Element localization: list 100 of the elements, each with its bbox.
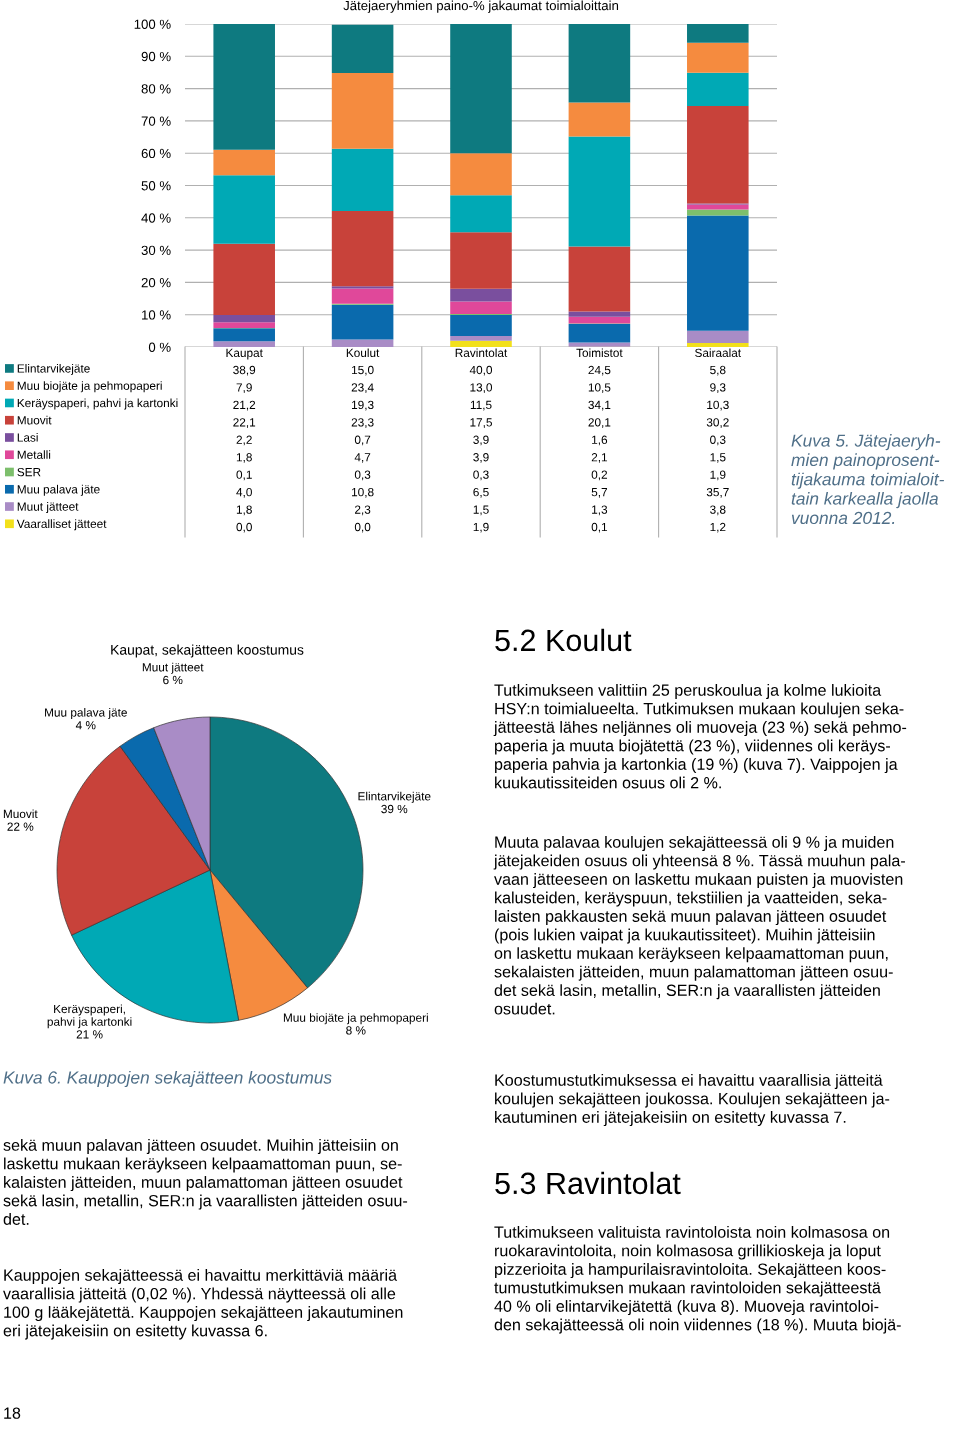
- data-label: 21 %: [76, 1030, 103, 1039]
- data-label: 0,3: [473, 470, 489, 481]
- data-label: 22 %: [7, 822, 34, 831]
- data-label: 38,9: [233, 365, 256, 376]
- slice-label: Muu palava jäte: [45, 707, 127, 719]
- data-label: 0,0: [354, 522, 371, 533]
- x-tick-label: Sairaalat: [695, 348, 742, 358]
- data-label: 17,5: [470, 418, 492, 428]
- data-label: 6,5: [473, 487, 489, 498]
- legend-label: Lasi: [17, 433, 38, 442]
- slice-label: Elintarvikejäte: [358, 791, 431, 803]
- data-label: 7,9: [236, 383, 252, 394]
- data-label: 5,8: [710, 365, 726, 376]
- y-tick-label: 100 %: [134, 19, 171, 29]
- data-label: 0,1: [591, 522, 608, 533]
- text: Kauppojen sekajätteessä ei havaittu merkittäviä määriä vaarallisia jätteitä (0,02 %). Yhdessä näytteessä oli alle 100 g lääkejätettä. Kauppojen sekajätteen jakautuminen eri jätejakeisiin on esitetty kuvassa 6.: [3, 1269, 403, 1340]
- data-label: 22,1: [233, 418, 256, 428]
- y-tick-label: 40 %: [141, 213, 171, 223]
- data-label: 0,7: [354, 435, 371, 446]
- legend-label: Muu palava jäte: [17, 484, 100, 496]
- slice-label: Muu biojäte ja pehmopaperi: [283, 1013, 428, 1025]
- data-label: 10,8: [352, 487, 374, 498]
- data-label: 1,5: [710, 453, 726, 463]
- data-label: 2,3: [354, 505, 371, 516]
- data-label: 5,7: [591, 488, 608, 498]
- chart-title: Jätejaeryhmien paino-% jakaumat toimialoittain: [343, 0, 619, 13]
- data-label: 9,3: [710, 383, 726, 394]
- x-tick-label: Kaupat: [226, 348, 263, 360]
- data-label: 23,3: [351, 418, 374, 428]
- text: Koostumustutkimuksessa ei havaittu vaarallisia jätteitä koulujen sekajätteen joukossa. Koulujen sekajätteen ja- kautuminen eri jätejakeisiin on esitetty kuvassa 7.: [495, 1074, 890, 1127]
- slice-label: Muovit: [3, 809, 38, 819]
- legend-label: Vaaralliset jätteet: [16, 519, 107, 531]
- data-label: 24,5: [588, 365, 611, 376]
- legend-label: SER: [17, 467, 41, 477]
- data-label: 1,2: [710, 522, 726, 533]
- data-label: 0,3: [710, 435, 726, 446]
- data-label: 1,6: [592, 435, 608, 446]
- y-tick-label: 60 %: [141, 148, 171, 159]
- data-label: 0,3: [354, 470, 371, 481]
- data-label: 3,9: [473, 453, 489, 463]
- data-label: 4,7: [354, 453, 371, 463]
- data-label: 4,0: [236, 487, 252, 498]
- data-label: 30,2: [706, 418, 729, 428]
- text: 18: [4, 1407, 21, 1419]
- data-label: 1,9: [710, 470, 726, 481]
- text: Tutkimukseen valituista ravintoloista noin kolmasosa on ruokaravintoloita, noin kolmasosa grillikioskeja ja loput pizzerioita ja hampurilaisravintoloita. Sekajätteen koos- tumustutkimuksen mukaan ravintoloiden sekajätteestä 40 % oli elintarvikejätettä (kuva 8). Muoveja ravintoloi- den sekajätteessä oli noin viidennes (18 %). Muuta biojä-: [494, 1226, 901, 1334]
- data-label: 8 %: [346, 1026, 366, 1035]
- data-label: 13,0: [470, 383, 493, 394]
- y-tick-label: 10 %: [142, 310, 171, 320]
- legend-label: Muu biojäte ja pehmopaperi: [17, 381, 162, 393]
- data-label: 2,2: [236, 435, 252, 446]
- data-label: 1,9: [473, 522, 489, 533]
- slice-label: Keräyspaperi, pahvi ja kartonki: [47, 1004, 132, 1029]
- data-label: 15,0: [352, 365, 374, 376]
- data-label: 35,7: [706, 487, 729, 498]
- data-label: 11,5: [470, 400, 492, 411]
- data-label: 34,1: [588, 400, 611, 411]
- x-tick-label: Koulut: [346, 348, 380, 358]
- data-label: 1,8: [236, 453, 252, 463]
- slice-label: Muut jätteet: [142, 662, 204, 674]
- x-tick-label: Toimistot: [576, 348, 623, 358]
- text: Kuva 6. Kauppojen sekajätteen koostumus: [3, 1070, 332, 1088]
- y-tick-label: 80 %: [141, 84, 171, 94]
- text: Kuva 5. Jätejaeryh- mien painoprosent- tijakauma toimialoit- tain karkealla jaolla vuonna 2012.: [791, 434, 945, 525]
- data-label: 19,3: [352, 400, 374, 411]
- y-tick-label: 50 %: [141, 181, 171, 191]
- data-label: 3,9: [473, 435, 489, 446]
- data-label: 39 %: [381, 804, 408, 814]
- data-label: 40,0: [469, 365, 493, 376]
- data-label: 4 %: [75, 721, 96, 730]
- y-tick-label: 30 %: [141, 245, 171, 256]
- data-label: 0,0: [236, 522, 252, 533]
- legend-label: Keräyspaperi, pahvi ja kartonki: [17, 398, 178, 410]
- text: sekä muun palavan jätteen osuudet. Muihin jätteisiin on laskettu mukaan keräykseen kelpaamattoman puun, se- kalaisten jätteiden, muun palamattoman jätteen osuudet sekä lasin, metallin, SER:n ja vaarallisten jätteiden osuu- det.: [3, 1139, 408, 1225]
- data-label: 0,2: [591, 470, 608, 481]
- legend-label: Muovit: [17, 415, 52, 425]
- legend-label: Elintarvikejäte: [17, 364, 90, 376]
- data-label: 0,1: [236, 470, 252, 481]
- chart-title: Kaupat, sekajätteen koostumus: [111, 644, 304, 658]
- y-tick-label: 70 %: [141, 116, 171, 126]
- data-label: 6 %: [163, 675, 183, 685]
- y-tick-label: 0 %: [148, 342, 171, 352]
- data-label: 21,2: [233, 400, 256, 411]
- data-label: 2,1: [591, 453, 608, 463]
- text: 5.3 Ravintolat: [495, 1171, 681, 1195]
- legend-label: Muut jätteet: [17, 502, 79, 514]
- data-label: 1,8: [236, 505, 252, 516]
- data-label: 20,1: [588, 418, 611, 428]
- text: Muuta palavaa koulujen sekajätteessä oli 9 % ja muiden jätejakeiden osuus oli yhteensä 8 %. Tässä muuhun pala- vaan jätteeseen on laskettu mukaan puisten ja muovisten kalusteiden, keräyspuun, tekstiilien ja vaatteiden, seka- laisten pakkausten sekä muun palavan jätteen osuudet (pois lukien vaipat ja kuukautissiteet). Muihin jätteisiin on laskettu mukaan keräykseen kelpaamattoman puun, sekalaisten jätteiden, muun palamattoman jätteen osuu- det sekä lasin, metallin, SER:n ja vaarallisten jätteiden osuudet.: [493, 836, 905, 1015]
- text: Tutkimukseen valittiin 25 peruskoulua ja kolme lukioita HSY:n toimialueelta. Tutkimuksen mukaan koulujen seka- jätteestä lähes neljännes oli muoveja (23 %) sekä pehmo- paperia ja muuta biojätettä (23 %), viidennes oli keräys- paperia pahvia ja kartonkia (19 %) (kuva 7). Vaippojen ja kuukautissiteiden osuus oli 2 %.: [493, 684, 907, 789]
- data-label: 1,5: [473, 505, 489, 516]
- data-label: 1,3: [592, 505, 608, 516]
- y-tick-label: 90 %: [141, 51, 171, 62]
- data-label: 23,4: [351, 383, 374, 394]
- text: 5.2 Koulut: [495, 628, 632, 652]
- data-label: 10,3: [707, 400, 729, 411]
- legend-label: Metalli: [17, 450, 51, 459]
- data-label: 3,8: [710, 505, 726, 516]
- data-label: 10,5: [588, 383, 611, 394]
- y-tick-label: 20 %: [141, 277, 171, 288]
